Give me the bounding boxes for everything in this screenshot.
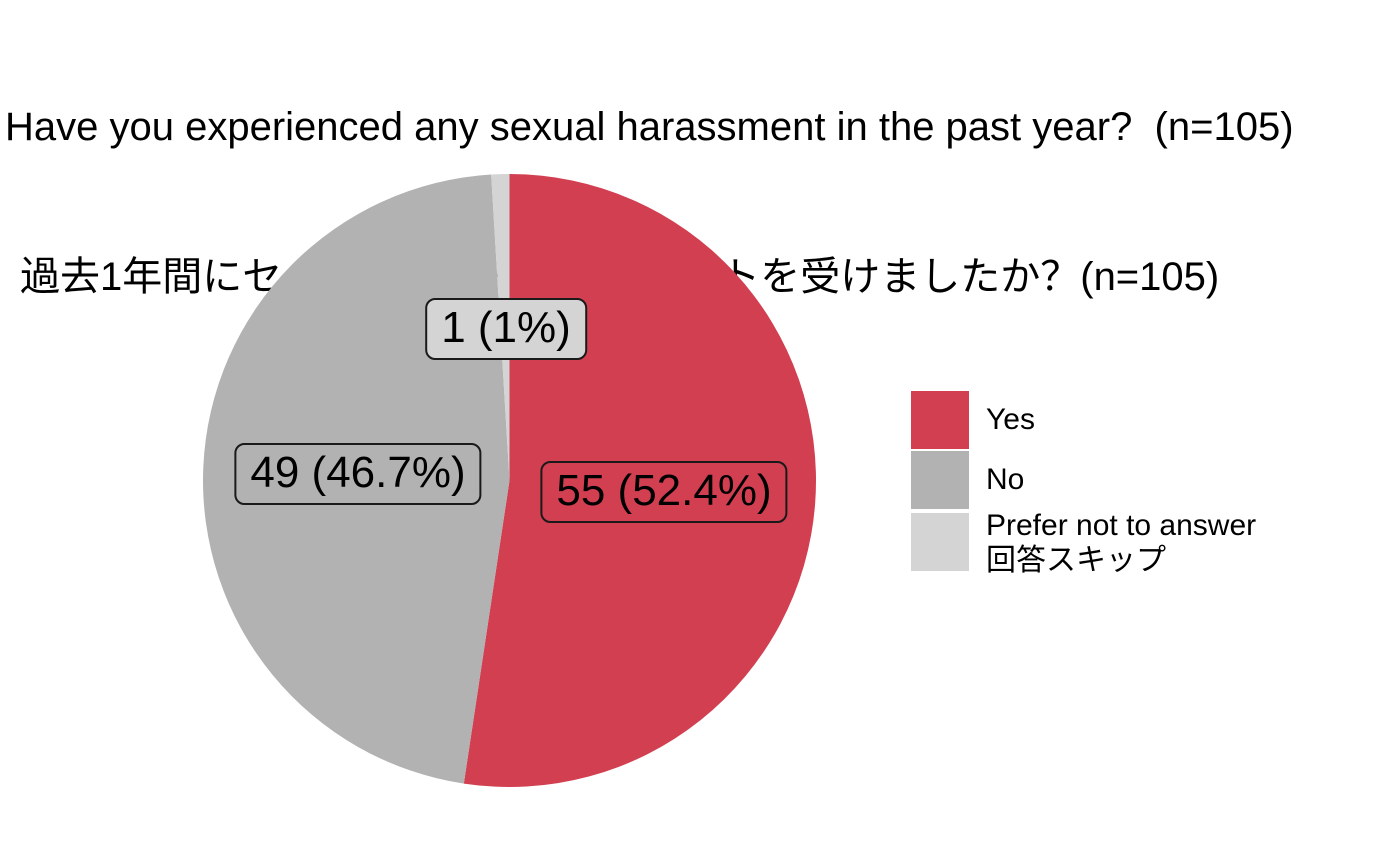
legend-label-no: No [986, 463, 1025, 496]
legend-label-prefer-not-to-answer-jp: 回答スキップ [986, 544, 1166, 577]
pie-data-label-no: 49 (46.7%) [234, 443, 482, 505]
legend-swatch-prefer-not-to-answer [911, 513, 969, 571]
legend-swatch-no [911, 451, 969, 509]
legend-label-yes: Yes [986, 403, 1035, 436]
chart-title-english: Have you experienced any sexual harassme… [5, 105, 1294, 149]
legend-swatch-yes [911, 391, 969, 449]
pie-data-label-prefer-not-to-answer: 1 (1%) [425, 298, 587, 360]
legend-label-prefer-not-to-answer: Prefer not to answer 回答スキップ [986, 508, 1256, 578]
legend-label-prefer-not-to-answer-en: Prefer not to answer [986, 509, 1257, 542]
pie-data-label-yes: 55 (52.4%) [540, 461, 788, 523]
